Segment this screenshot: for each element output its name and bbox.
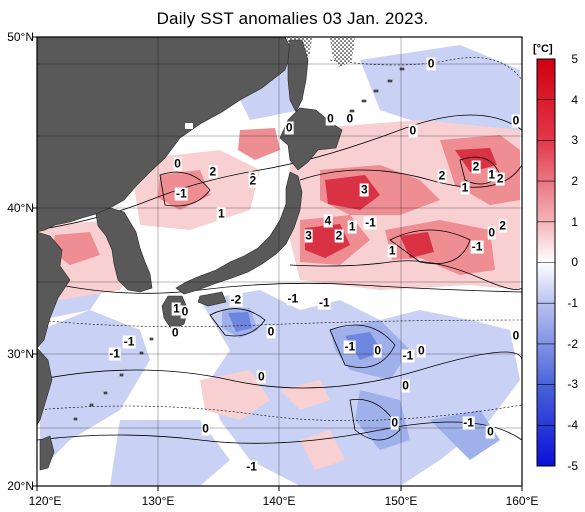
map-title: Daily SST anomalies 03 Jan. 2023. (156, 9, 429, 28)
contour-label: 0 (401, 378, 410, 393)
colorbar-label-minus1: -1 (567, 296, 578, 310)
contour-label: 0 (486, 424, 495, 439)
contour-label: 2 (208, 164, 218, 179)
sakhalin-island (287, 39, 309, 113)
contour-label: 1 (487, 167, 497, 182)
colorbar-label-minus4: -4 (567, 418, 578, 432)
lake-patch (185, 123, 193, 129)
colorbar (536, 58, 556, 467)
contour-label: 0 (511, 328, 521, 343)
contour-label: 1 (387, 243, 397, 258)
lon-label-120e: 120°E (28, 494, 62, 508)
contour-label: 0 (266, 324, 276, 339)
contour-label: 4 (323, 213, 333, 228)
lat-label-30n: 30°N (7, 347, 34, 361)
contour-label: 1 (460, 180, 470, 195)
contour-label: 0 (256, 369, 266, 384)
anomaly-field (37, 37, 522, 486)
contour-label: -1 (470, 239, 484, 254)
contour-label: -1 (401, 348, 415, 363)
contour-label: 0 (373, 343, 383, 358)
contour-label: 0 (345, 111, 355, 126)
contour-label: -1 (462, 415, 475, 430)
contour-label: 3 (304, 228, 313, 243)
lat-label-50n: 50°N (7, 30, 34, 44)
contour-label: 0 (180, 304, 190, 319)
lon-label-140e: 140°E (262, 494, 296, 508)
lon-label-150e: 150°E (384, 494, 418, 508)
contour-label: 3 (360, 182, 369, 197)
contour-label: 0 (201, 421, 210, 436)
contour-label: 0 (390, 415, 400, 430)
colorbar-label-2: 2 (571, 174, 578, 188)
strong-negative-patches (228, 312, 382, 360)
colorbar-label-1: 1 (571, 215, 578, 229)
contour-label: 1 (172, 301, 181, 316)
colorbar-label-0: 0 (571, 255, 578, 269)
contour-label: 1 (347, 219, 357, 234)
colorbar-label-minus2: -2 (567, 337, 578, 351)
contour-label: 2 (498, 218, 507, 233)
contour-label: 0 (326, 111, 335, 126)
contour-label: 1 (216, 206, 226, 221)
shikoku-island (197, 291, 227, 307)
lon-label-160e: 160°E (505, 494, 539, 508)
contour-label: 0 (417, 343, 426, 358)
contour-label: 0 (511, 113, 521, 128)
colorbar-unit: [°C] (533, 43, 553, 55)
asia-mainland (37, 37, 293, 233)
contour-label: 0 (408, 123, 418, 138)
taiwan-island (39, 435, 55, 471)
lat-label-40n: 40°N (7, 201, 34, 215)
contour-label: -1 (174, 186, 188, 201)
axis-ticks (32, 36, 523, 491)
colorbar-label-5: 5 (571, 52, 578, 66)
contour-label: 2 (248, 173, 258, 188)
lat-label-20n: 20°N (7, 479, 34, 493)
contour-label: 0 (426, 56, 436, 71)
contour-label: -1 (318, 295, 331, 310)
contour-label: 2 (495, 171, 505, 186)
contour-label: -1 (108, 346, 121, 361)
lon-label-130e: 130°E (141, 494, 175, 508)
contour-label: 2 (437, 168, 447, 183)
contour-label: 0 (284, 120, 294, 135)
colorbar-label-4: 4 (571, 93, 578, 107)
contour-label: 0 (173, 156, 182, 171)
contour-label: 0 (170, 325, 180, 340)
land-masses (37, 37, 405, 471)
korea-peninsula (95, 207, 153, 293)
contour-label: 2 (471, 159, 481, 174)
colorbar-label-minus5: -5 (567, 459, 578, 473)
china-south-coast (37, 347, 53, 426)
contour-label: 2 (334, 228, 344, 243)
contour-label: -1 (245, 459, 258, 474)
colorbar-ticks (537, 99, 555, 426)
contour-label: -1 (286, 291, 300, 306)
colorbar-label-minus3: -3 (567, 377, 578, 391)
contour-label: -2 (229, 292, 243, 307)
colorbar-label-3: 3 (571, 133, 578, 147)
china-east-coast (37, 231, 71, 349)
contour-label: -1 (343, 339, 357, 354)
contour-label: -1 (122, 334, 136, 349)
contour-label: -1 (364, 215, 377, 230)
contour-label: 0 (487, 225, 497, 240)
